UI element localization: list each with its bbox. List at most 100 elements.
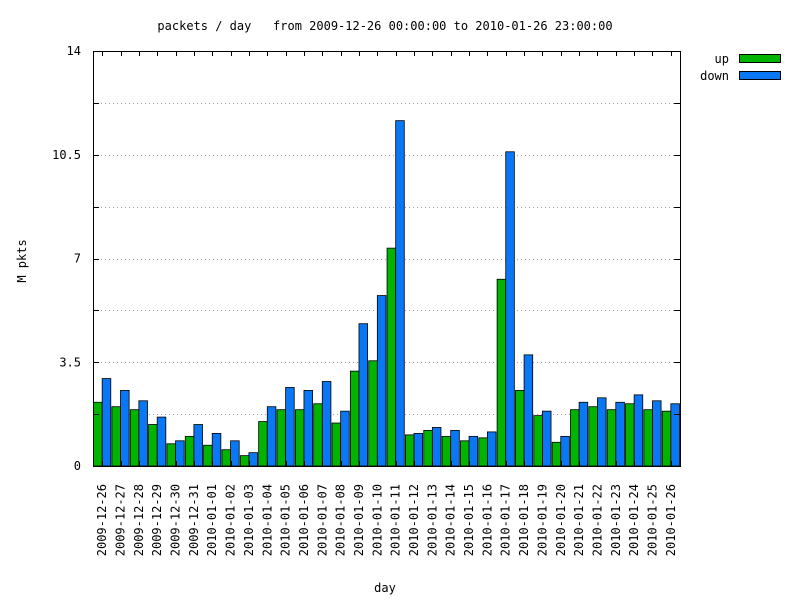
legend: up down (700, 52, 781, 83)
legend-swatch-up (739, 54, 781, 63)
bar-up-2010-01-20 (551, 441, 562, 467)
bar-up-2010-01-08 (331, 422, 342, 467)
bar-up-2010-01-04 (258, 421, 268, 467)
bar-up-2010-01-15 (460, 440, 470, 467)
bar-up-2010-01-21 (570, 409, 580, 467)
x-tick-label: 2010-01-23 (609, 484, 623, 556)
bar-down-2010-01-14 (450, 430, 460, 467)
x-tick-label: 2010-01-03 (242, 484, 256, 556)
x-tick-label: 2010-01-18 (517, 484, 531, 556)
x-tick-label: 2010-01-01 (205, 484, 219, 556)
bar-up-2010-01-16 (478, 437, 488, 467)
x-tick-label: 2010-01-22 (591, 484, 605, 556)
y-tick-label: 14 (67, 44, 81, 58)
bar-up-2009-12-31 (184, 435, 195, 467)
x-tick-label: 2010-01-25 (646, 484, 660, 556)
y-tick-label: 10.5 (52, 148, 81, 162)
bar-down-2010-01-05 (285, 387, 295, 467)
x-tick-label: 2009-12-29 (150, 484, 164, 556)
x-tick-label: 2010-01-07 (315, 484, 329, 556)
bar-up-2010-01-23 (606, 409, 617, 467)
legend-swatch-down (739, 71, 781, 80)
bar-up-2010-01-14 (441, 435, 452, 467)
x-tick-label: 2010-01-06 (297, 484, 311, 556)
bar-up-2010-01-12 (404, 434, 415, 467)
x-tick-label: 2010-01-17 (499, 484, 513, 556)
bar-down-2009-12-27 (120, 390, 130, 467)
bar-down-2010-01-16 (486, 431, 497, 467)
bar-up-2010-01-02 (221, 449, 231, 467)
x-tick-label: 2009-12-28 (132, 484, 146, 556)
x-tick-label: 2010-01-10 (370, 484, 384, 556)
bars (93, 120, 680, 467)
bar-up-2010-01-05 (276, 409, 287, 467)
bar-up-2009-12-30 (166, 443, 176, 467)
bar-down-2010-01-12 (413, 432, 424, 467)
bar-up-2010-01-22 (588, 406, 598, 467)
x-tick-label: 2010-01-13 (425, 484, 439, 556)
y-tick-label: 0 (74, 459, 81, 473)
x-tick-label: 2009-12-31 (187, 484, 201, 556)
y-tick-label: 7 (74, 252, 81, 266)
bar-down-2010-01-22 (597, 397, 607, 467)
bar-down-2010-01-21 (578, 401, 589, 467)
bar-down-2010-01-03 (248, 452, 258, 467)
x-tick-label: 2010-01-12 (407, 484, 421, 556)
tick-labels: 0 3.5 7 10.5 14 2009-12-26 2009-12-27 2009-12-2… (52, 44, 678, 556)
bar-up-2010-01-03 (239, 455, 250, 467)
bar-down-2010-01-07 (321, 381, 332, 467)
x-tick-label: 2010-01-08 (334, 484, 348, 556)
bar-down-2010-01-18 (523, 354, 534, 467)
bar-up-2009-12-26 (93, 401, 103, 467)
x-tick-label: 2009-12-30 (169, 484, 183, 556)
x-tick-label: 2009-12-27 (114, 484, 128, 556)
x-tick-label: 2010-01-20 (554, 484, 568, 556)
y-tick-label: 3.5 (59, 355, 81, 369)
bar-up-2010-01-11 (386, 247, 397, 467)
x-tick-label: 2010-01-14 (444, 484, 458, 556)
bar-down-2010-01-15 (468, 435, 479, 467)
bar-up-2010-01-19 (533, 415, 543, 467)
bar-up-2010-01-24 (625, 403, 635, 467)
x-tick-label: 2010-01-11 (389, 484, 403, 556)
bar-up-2010-01-25 (643, 409, 653, 467)
bar-up-2010-01-26 (661, 410, 672, 467)
bar-down-2010-01-20 (560, 435, 570, 467)
bar-down-2010-01-10 (376, 295, 387, 467)
bar-down-2010-01-04 (266, 406, 277, 467)
bar-down-2009-12-29 (156, 416, 167, 467)
bar-up-2010-01-18 (515, 390, 525, 467)
bar-down-2010-01-25 (652, 400, 662, 467)
bar-up-2010-01-09 (349, 370, 360, 467)
bar-up-2010-01-01 (203, 444, 213, 467)
bar-down-2010-01-06 (303, 390, 313, 467)
bar-up-2009-12-28 (129, 409, 140, 467)
bar-up-2010-01-06 (294, 409, 305, 467)
bar-down-2010-01-09 (358, 323, 369, 467)
bar-down-2010-01-13 (431, 427, 442, 467)
legend-label-up: up (715, 52, 729, 66)
bar-down-2009-12-26 (101, 378, 112, 467)
x-tick-label: 2010-01-19 (535, 484, 549, 556)
x-tick-label: 2010-01-09 (352, 484, 366, 556)
x-tick-label: 2010-01-16 (480, 484, 494, 556)
bar-down-2010-01-26 (670, 403, 680, 467)
x-tick-label: 2010-01-21 (572, 484, 586, 556)
x-tick-label: 2010-01-15 (462, 484, 476, 556)
bar-down-2010-01-08 (340, 410, 350, 467)
x-tick-label: 2010-01-24 (627, 484, 641, 556)
bar-down-2010-01-11 (395, 120, 405, 467)
bar-down-2009-12-28 (138, 400, 148, 467)
bar-up-2010-01-13 (423, 430, 433, 467)
x-tick-label: 2010-01-02 (224, 484, 238, 556)
bar-up-2010-01-10 (368, 360, 378, 467)
bar-down-2010-01-01 (211, 432, 222, 467)
x-tick-label: 2010-01-05 (279, 484, 293, 556)
bar-down-2010-01-23 (615, 401, 625, 467)
bar-down-2010-01-17 (505, 151, 515, 467)
bar-down-2010-01-24 (633, 394, 644, 467)
bar-down-2010-01-19 (542, 410, 552, 467)
bar-up-2009-12-27 (111, 406, 121, 467)
axis-ticks (93, 51, 680, 467)
